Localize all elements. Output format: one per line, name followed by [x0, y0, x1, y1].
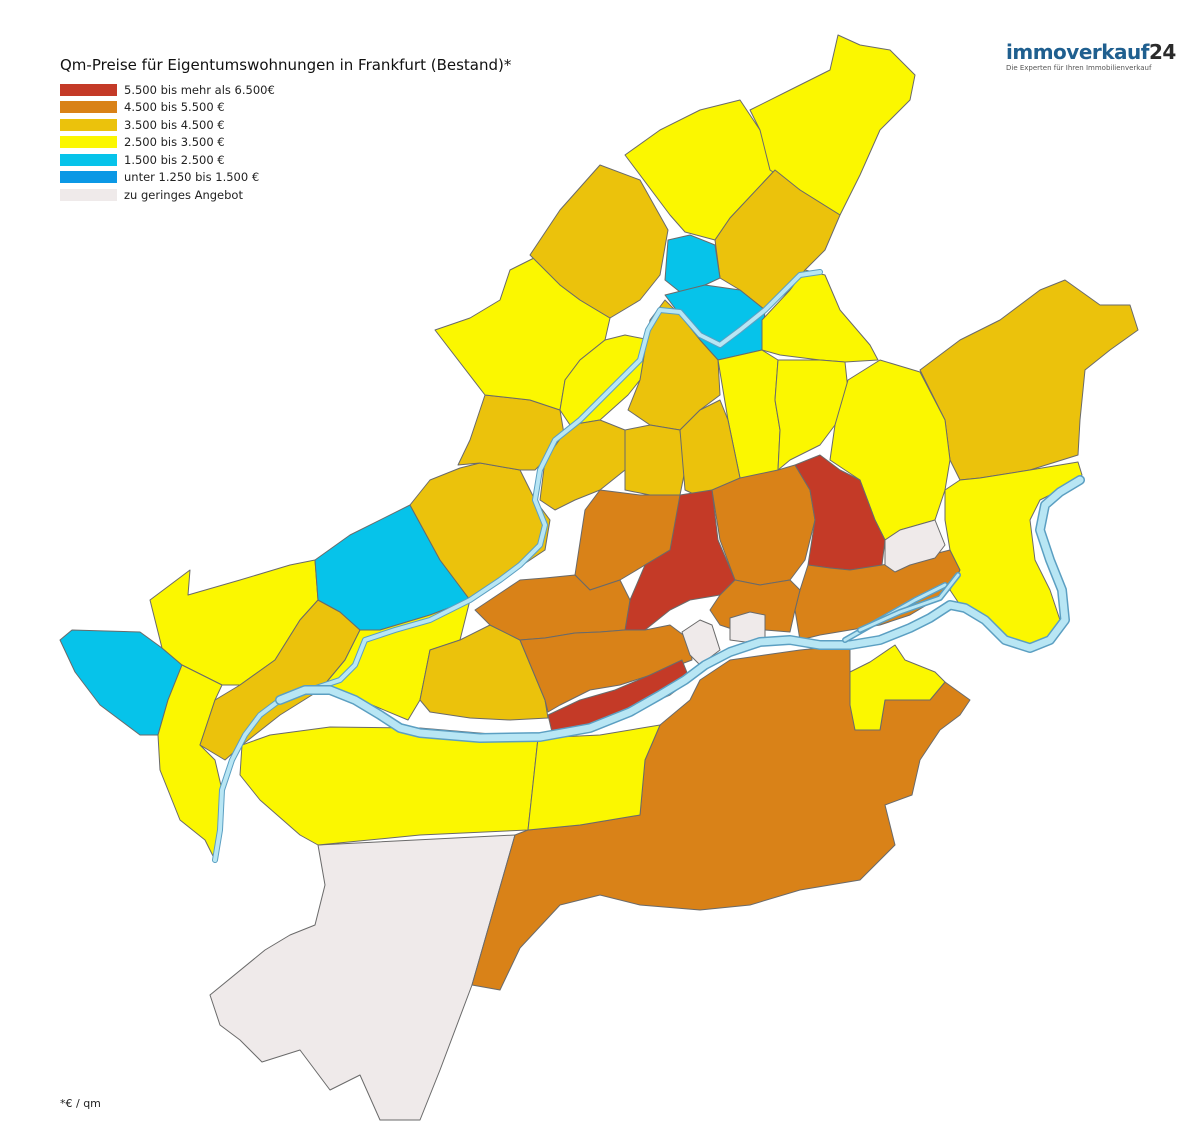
legend-item: 1.500 bis 2.500 € — [60, 151, 275, 169]
legend-item: 4.500 bis 5.500 € — [60, 99, 275, 117]
district-bergen-enkheim — [919, 279, 1139, 481]
district-oberrad — [849, 644, 946, 731]
district-schwanheim — [239, 726, 539, 846]
legend-swatch — [60, 101, 117, 114]
district-nieder-eschbach — [664, 234, 721, 293]
brand-tagline: Die Experten für Ihren Immobilienverkauf — [1006, 64, 1152, 72]
district-fechenheim-grey — [884, 519, 946, 573]
harbor-basin-2-fill — [858, 573, 960, 632]
legend-item: zu geringes Angebot — [60, 186, 275, 204]
brand-name: immoverkauf — [1006, 40, 1149, 64]
legend: 5.500 bis mehr als 6.500€ 4.500 bis 5.50… — [60, 81, 275, 204]
legend-item: 5.500 bis mehr als 6.500€ — [60, 81, 275, 99]
district-ginnheim — [624, 424, 686, 496]
legend-label: 1.500 bis 2.500 € — [124, 152, 225, 167]
district-dornbusch — [539, 419, 626, 511]
river-main-fill — [276, 476, 1084, 742]
district-niederrad — [527, 724, 661, 831]
legend-label: 2.500 bis 3.500 € — [124, 135, 225, 150]
legend-swatch — [60, 153, 117, 166]
district-sachsenhausen-sued — [471, 644, 971, 991]
legend-item: 2.500 bis 3.500 € — [60, 134, 275, 152]
brand-wordmark: immoverkauf24 — [1006, 40, 1186, 64]
brand-logo: immoverkauf24 Die Experten für Ihren Imm… — [1006, 40, 1186, 72]
legend-swatch — [60, 83, 117, 96]
legend-label: 3.500 bis 4.500 € — [124, 117, 225, 132]
legend-label: 5.500 bis mehr als 6.500€ — [124, 82, 275, 97]
district-messe-grey — [681, 619, 721, 666]
legend-swatch — [60, 136, 117, 149]
district-praunheim — [457, 394, 566, 471]
legend-label: unter 1.250 bis 1.500 € — [124, 170, 260, 185]
legend-swatch — [60, 171, 117, 184]
brand-number: 24 — [1148, 40, 1176, 64]
district-stadtwald — [209, 834, 516, 1121]
district-kalbach — [529, 164, 669, 319]
legend-item: 3.500 bis 4.500 € — [60, 116, 275, 134]
district-bonames — [714, 169, 841, 311]
district-seckbach — [774, 359, 849, 471]
footnote: *€ / qm — [60, 1097, 101, 1110]
legend-label: 4.500 bis 5.500 € — [124, 100, 225, 115]
legend-swatch — [60, 118, 117, 131]
district-westend-nord — [624, 489, 736, 631]
legend-swatch — [60, 188, 117, 201]
legend-item: unter 1.250 bis 1.500 € — [60, 169, 275, 187]
river-nidda-fill — [213, 270, 822, 862]
map-title: Qm-Preise für Eigentumswohnungen in Fran… — [60, 56, 512, 74]
legend-label: zu geringes Angebot — [124, 187, 243, 202]
